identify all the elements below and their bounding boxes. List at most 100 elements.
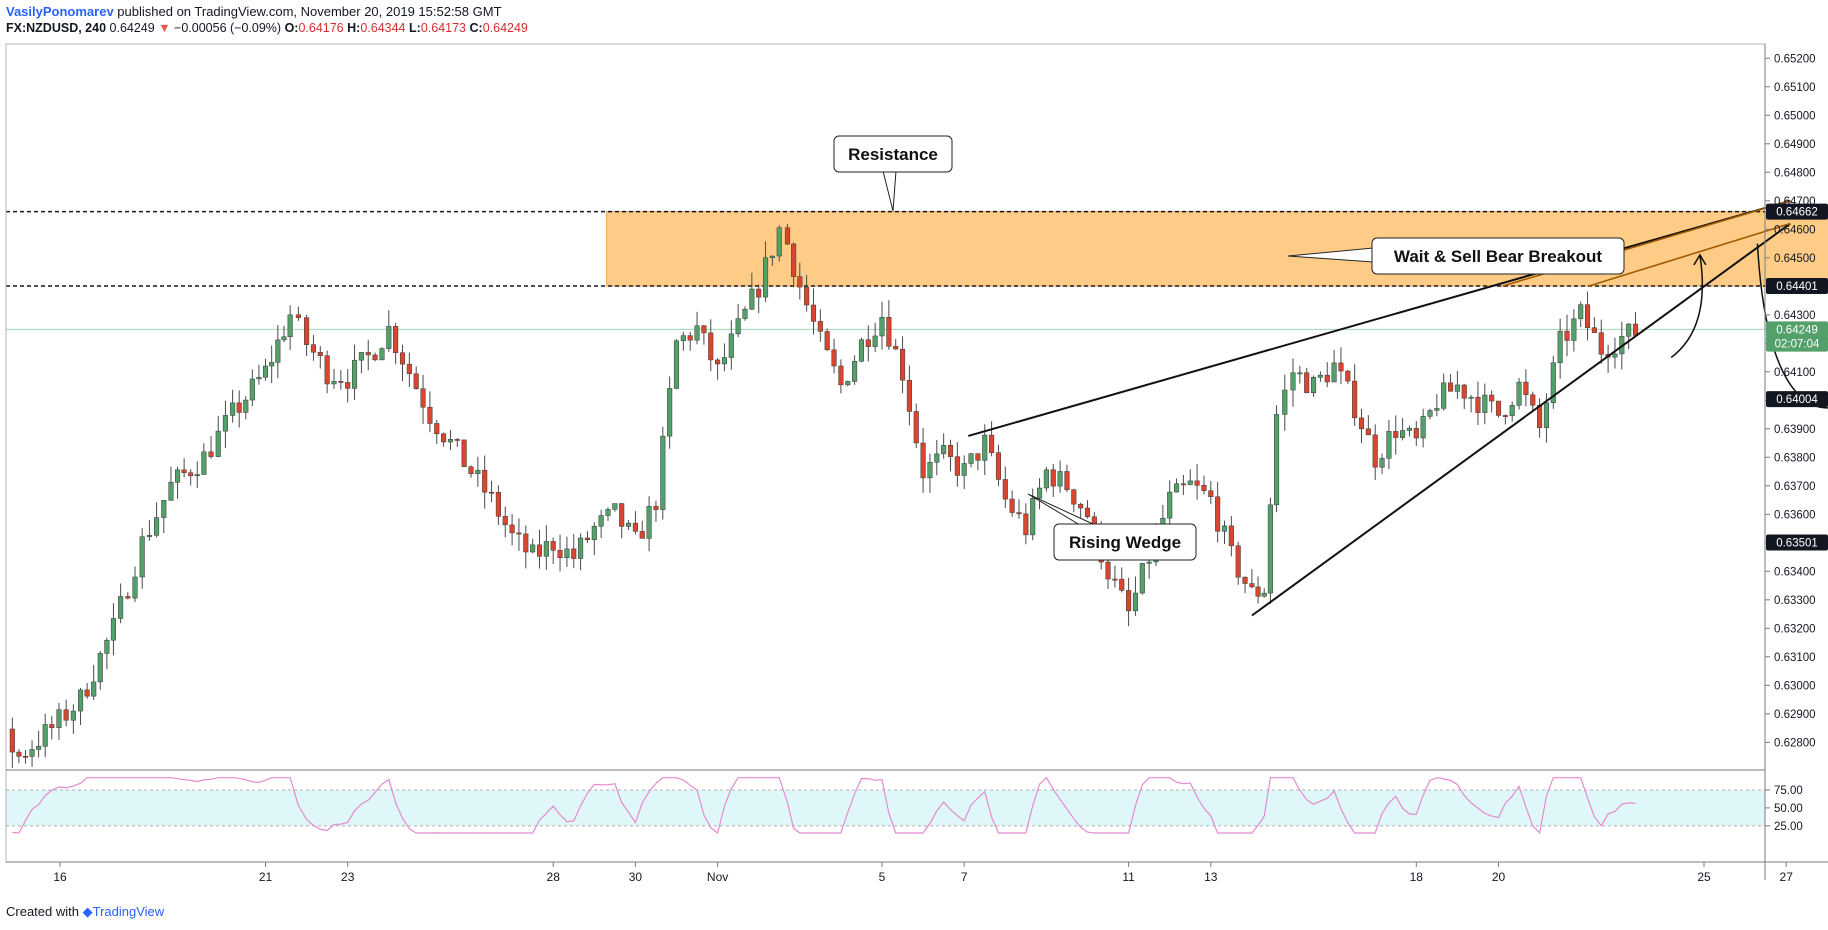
breakout-arrow-head[interactable] bbox=[1693, 253, 1707, 266]
candle[interactable] bbox=[1050, 469, 1056, 487]
candle[interactable] bbox=[132, 576, 138, 599]
candle[interactable] bbox=[287, 314, 293, 337]
candle[interactable] bbox=[865, 339, 871, 347]
candle[interactable] bbox=[1386, 431, 1392, 459]
candle[interactable] bbox=[1078, 503, 1084, 509]
candle[interactable] bbox=[1084, 507, 1091, 518]
candle[interactable] bbox=[516, 532, 522, 535]
candle[interactable] bbox=[1317, 374, 1323, 378]
candle[interactable] bbox=[1400, 430, 1406, 438]
candle[interactable] bbox=[680, 335, 686, 342]
wedge-callout[interactable]: Rising Wedge bbox=[1027, 493, 1197, 561]
candle[interactable] bbox=[893, 346, 899, 350]
candle[interactable] bbox=[42, 724, 48, 747]
candle[interactable] bbox=[1290, 372, 1296, 391]
candle[interactable] bbox=[845, 381, 851, 386]
candle[interactable] bbox=[1167, 491, 1173, 519]
candle[interactable] bbox=[810, 304, 817, 322]
candle[interactable] bbox=[84, 689, 90, 697]
candle[interactable] bbox=[1550, 362, 1556, 403]
candle[interactable] bbox=[1393, 431, 1399, 438]
candle[interactable] bbox=[598, 515, 604, 527]
candle[interactable] bbox=[742, 308, 748, 319]
candle[interactable] bbox=[1261, 592, 1267, 597]
candle[interactable] bbox=[208, 451, 214, 457]
candle[interactable] bbox=[1495, 400, 1502, 416]
candle[interactable] bbox=[564, 548, 570, 558]
candle[interactable] bbox=[434, 423, 440, 434]
candle[interactable] bbox=[1406, 428, 1413, 431]
candle[interactable] bbox=[461, 439, 467, 468]
candle[interactable] bbox=[989, 434, 995, 453]
candle[interactable] bbox=[358, 352, 364, 361]
candle[interactable] bbox=[110, 618, 116, 641]
resistance-zone[interactable] bbox=[606, 211, 1828, 287]
candle[interactable] bbox=[1255, 586, 1261, 597]
candle[interactable] bbox=[1523, 381, 1529, 396]
candle[interactable] bbox=[1132, 592, 1139, 612]
candle[interactable] bbox=[1057, 471, 1063, 487]
candle[interactable] bbox=[715, 359, 721, 365]
candle[interactable] bbox=[1030, 498, 1036, 536]
projection-arrow[interactable] bbox=[1756, 243, 1828, 540]
candle[interactable] bbox=[168, 482, 174, 501]
candle[interactable] bbox=[1221, 525, 1228, 532]
candle[interactable] bbox=[345, 382, 351, 389]
candle[interactable] bbox=[578, 537, 584, 559]
breakout-callout[interactable]: Wait & Sell Bear Breakout bbox=[1287, 237, 1625, 275]
candle[interactable] bbox=[1516, 381, 1522, 406]
candle[interactable] bbox=[646, 506, 652, 539]
candle[interactable] bbox=[1146, 561, 1152, 564]
candle[interactable] bbox=[427, 406, 433, 424]
candle[interactable] bbox=[468, 466, 474, 475]
candle[interactable] bbox=[249, 378, 255, 401]
candle[interactable] bbox=[1598, 332, 1604, 355]
candle[interactable] bbox=[1379, 458, 1385, 468]
candle[interactable] bbox=[831, 349, 837, 367]
candle[interactable] bbox=[1530, 394, 1536, 406]
candle[interactable] bbox=[1591, 327, 1597, 333]
candle[interactable] bbox=[708, 332, 714, 361]
candle[interactable] bbox=[181, 469, 187, 473]
candle[interactable] bbox=[1448, 382, 1454, 392]
candle[interactable] bbox=[281, 336, 287, 341]
candle[interactable] bbox=[146, 535, 152, 537]
wedge-lower-overlay[interactable] bbox=[1588, 222, 1791, 287]
candle[interactable] bbox=[413, 373, 419, 389]
candle[interactable] bbox=[1112, 578, 1118, 581]
candle[interactable] bbox=[118, 596, 124, 619]
candle[interactable] bbox=[1009, 498, 1015, 513]
breakout-arrow[interactable] bbox=[1670, 254, 1704, 359]
candle[interactable] bbox=[441, 433, 447, 443]
candle[interactable] bbox=[1358, 417, 1365, 430]
candle[interactable] bbox=[1274, 414, 1280, 506]
resistance-callout[interactable]: Resistance bbox=[833, 135, 953, 212]
candle[interactable] bbox=[194, 474, 200, 477]
candle[interactable] bbox=[1345, 370, 1351, 382]
candle[interactable] bbox=[1180, 483, 1186, 486]
candle[interactable] bbox=[1174, 483, 1180, 493]
candle[interactable] bbox=[673, 340, 680, 389]
candle[interactable] bbox=[817, 321, 823, 332]
candle[interactable] bbox=[1201, 485, 1207, 491]
candle[interactable] bbox=[125, 596, 131, 599]
candle[interactable] bbox=[934, 453, 940, 463]
candle[interactable] bbox=[1564, 330, 1570, 341]
candle[interactable] bbox=[1413, 428, 1419, 439]
candle[interactable] bbox=[188, 472, 194, 477]
candle[interactable] bbox=[420, 388, 426, 408]
candle[interactable] bbox=[97, 653, 103, 683]
candle[interactable] bbox=[1228, 525, 1234, 547]
candle[interactable] bbox=[1365, 428, 1371, 436]
candle[interactable] bbox=[906, 379, 912, 412]
candle[interactable] bbox=[36, 746, 42, 750]
candle[interactable] bbox=[1420, 416, 1426, 439]
candle[interactable] bbox=[735, 318, 741, 335]
candle[interactable] bbox=[1461, 384, 1467, 399]
candle[interactable] bbox=[584, 537, 591, 541]
candle[interactable] bbox=[900, 348, 906, 381]
candle[interactable] bbox=[653, 506, 659, 510]
candle[interactable] bbox=[791, 243, 797, 277]
candle[interactable] bbox=[619, 503, 625, 527]
candle[interactable] bbox=[1331, 362, 1337, 383]
